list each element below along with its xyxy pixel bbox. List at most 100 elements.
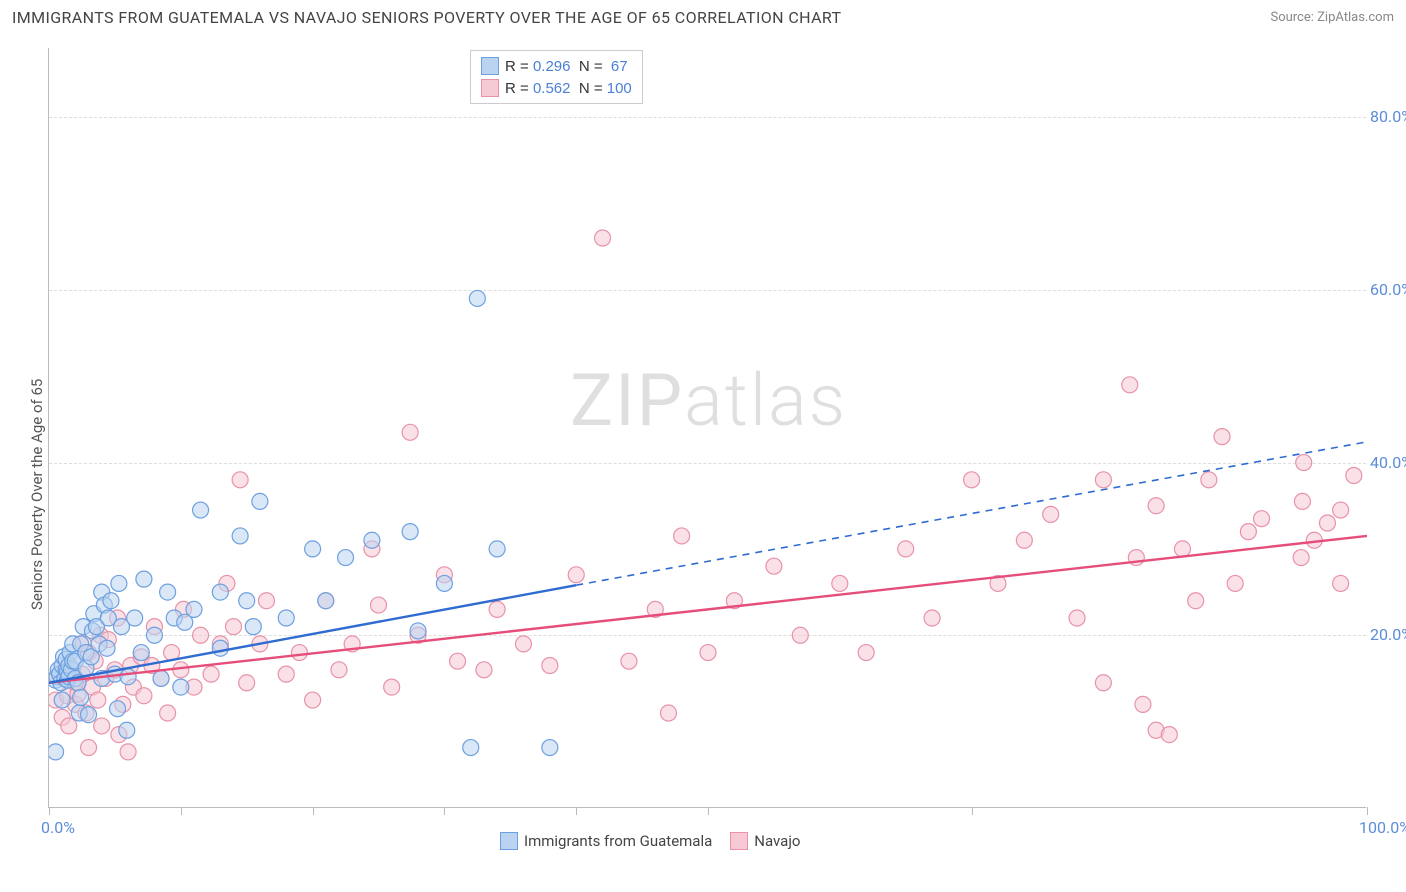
legend-swatch-icon (481, 57, 499, 75)
plot-area: 20.0%40.0%60.0%80.0%0.0%100.0% (48, 48, 1366, 808)
series-legend: Immigrants from Guatemala Navajo (500, 832, 801, 850)
point-series-a (436, 575, 452, 591)
correlation-legend-row: R = 0.296 N = 67 (481, 55, 632, 77)
title-bar: IMMIGRANTS FROM GUATEMALA VS NAVAJO SENI… (0, 0, 1406, 31)
point-series-b (1148, 498, 1164, 514)
point-series-a (489, 541, 505, 557)
point-series-b (1201, 472, 1217, 488)
point-series-b (1161, 727, 1177, 743)
x-tick (49, 807, 50, 815)
point-series-a (186, 601, 202, 617)
point-series-a (239, 593, 255, 609)
point-series-b (61, 718, 77, 734)
point-series-b (1254, 511, 1270, 527)
series-legend-label: Navajo (754, 832, 800, 850)
point-series-a (153, 670, 169, 686)
point-series-a (81, 707, 97, 723)
scatter-svg (49, 48, 1367, 808)
point-series-b (1346, 468, 1362, 484)
point-series-b (450, 653, 466, 669)
point-series-a (469, 290, 485, 306)
point-series-b (239, 675, 255, 691)
point-series-b (136, 688, 152, 704)
y-tick-label: 80.0% (1370, 107, 1406, 126)
x-tick (181, 807, 182, 815)
point-series-b (402, 424, 418, 440)
point-series-b (660, 705, 676, 721)
point-series-b (1296, 455, 1312, 471)
point-series-b (384, 679, 400, 695)
correlation-legend: R = 0.296 N = 67R = 0.562 N = 100 (470, 50, 643, 104)
x-tick (708, 807, 709, 815)
point-series-a (160, 584, 176, 600)
point-series-b (489, 601, 505, 617)
x-tick-label: 0.0% (41, 818, 75, 837)
point-series-b (1214, 429, 1230, 445)
point-series-b (193, 627, 209, 643)
chart-title: IMMIGRANTS FROM GUATEMALA VS NAVAJO SENI… (12, 8, 842, 27)
point-series-b (1174, 541, 1190, 557)
correlation-legend-row: R = 0.562 N = 100 (481, 77, 632, 99)
point-series-b (1095, 472, 1111, 488)
point-series-a (212, 640, 228, 656)
point-series-a (99, 640, 115, 656)
point-series-b (924, 610, 940, 626)
legend-swatch-icon (730, 832, 748, 850)
point-series-a (338, 550, 354, 566)
point-series-a (49, 744, 64, 760)
series-legend-item: Navajo (730, 832, 800, 850)
point-series-b (1294, 493, 1310, 509)
y-tick-label: 40.0% (1370, 453, 1406, 472)
point-series-b (792, 627, 808, 643)
point-series-a (542, 740, 558, 756)
point-series-a (410, 623, 426, 639)
series-legend-item: Immigrants from Guatemala (500, 832, 712, 850)
point-series-a (305, 541, 321, 557)
point-series-b (700, 645, 716, 661)
point-series-b (1188, 593, 1204, 609)
point-series-b (832, 575, 848, 591)
point-series-b (1095, 675, 1111, 691)
y-tick-label: 60.0% (1370, 280, 1406, 299)
point-series-b (94, 718, 110, 734)
source-label: Source: ZipAtlas.com (1270, 10, 1394, 25)
point-series-b (1319, 515, 1335, 531)
point-series-b (1240, 524, 1256, 540)
point-series-a (146, 627, 162, 643)
point-series-a (136, 571, 152, 587)
point-series-a (212, 584, 228, 600)
point-series-a (73, 689, 89, 705)
point-series-a (402, 524, 418, 540)
x-tick (1367, 807, 1368, 815)
point-series-b (766, 558, 782, 574)
legend-swatch-icon (481, 79, 499, 97)
point-series-b (1043, 506, 1059, 522)
point-series-a (252, 493, 268, 509)
point-series-b (476, 662, 492, 678)
x-tick-label: 100.0% (1359, 818, 1406, 837)
point-series-b (568, 567, 584, 583)
point-series-a (119, 722, 135, 738)
point-series-a (318, 593, 334, 609)
legend-swatch-icon (500, 832, 518, 850)
y-tick-label: 20.0% (1370, 625, 1406, 644)
point-series-a (278, 610, 294, 626)
trend-line-a-dash (576, 442, 1367, 585)
point-series-b (595, 230, 611, 246)
point-series-b (291, 645, 307, 661)
point-series-a (120, 669, 136, 685)
x-tick (576, 807, 577, 815)
point-series-b (1293, 550, 1309, 566)
point-series-b (120, 744, 136, 760)
point-series-b (1333, 575, 1349, 591)
point-series-b (232, 472, 248, 488)
point-series-b (1135, 696, 1151, 712)
point-series-b (258, 593, 274, 609)
x-tick (444, 807, 445, 815)
y-axis-label: Seniors Poverty Over the Age of 65 (28, 379, 46, 610)
point-series-a (364, 532, 380, 548)
chart-container: { "title": "IMMIGRANTS FROM GUATEMALA VS… (0, 0, 1406, 892)
point-series-b (542, 658, 558, 674)
point-series-a (103, 593, 119, 609)
point-series-b (621, 653, 637, 669)
